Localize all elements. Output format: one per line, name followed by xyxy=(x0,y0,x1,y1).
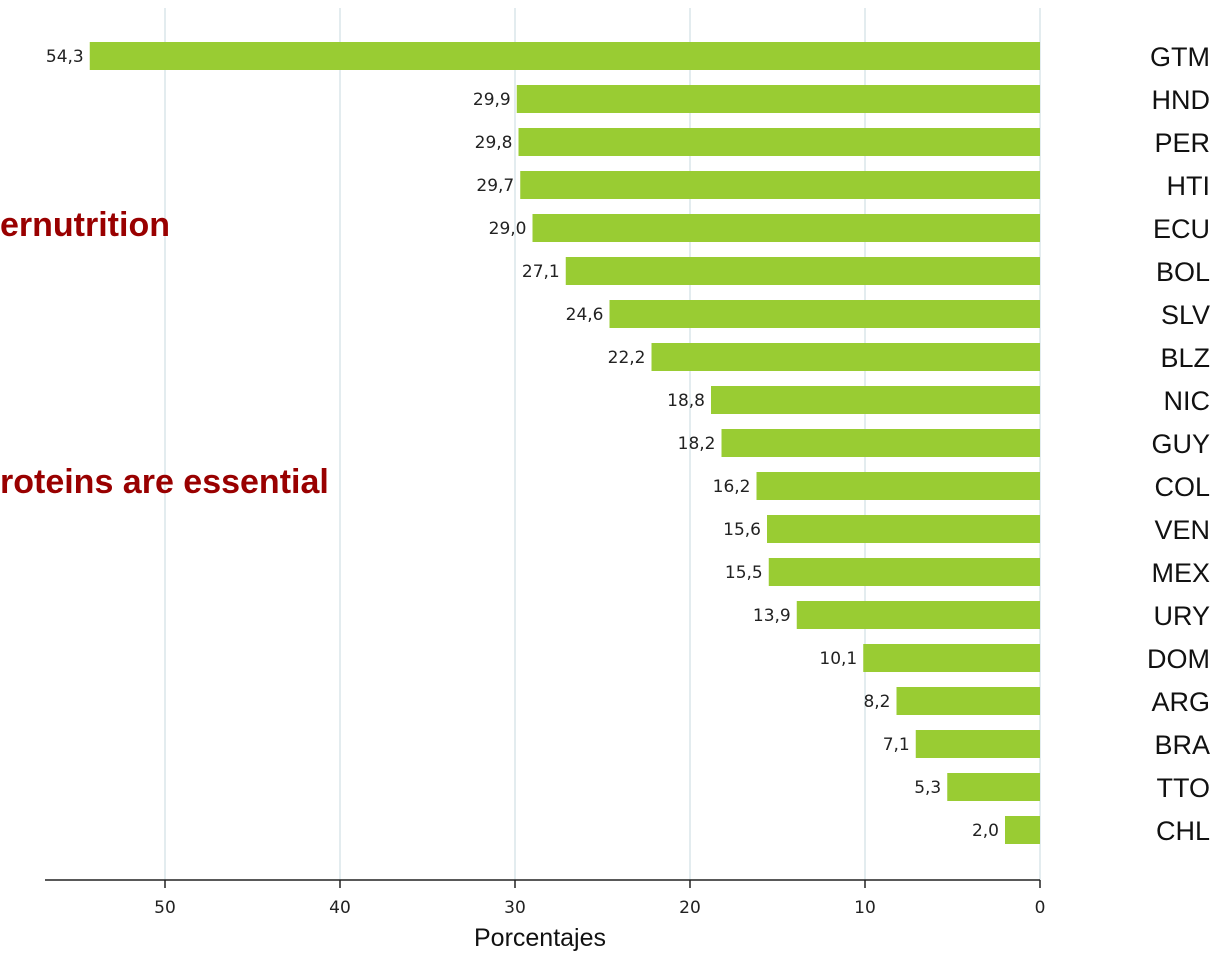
x-axis-label: Porcentajes xyxy=(474,924,606,952)
category-label-hti: HTI xyxy=(1167,171,1211,201)
value-label-guy: 18,2 xyxy=(678,434,716,454)
value-label-ecu: 29,0 xyxy=(489,219,527,239)
bar-gtm xyxy=(89,42,1040,70)
value-label-hti: 29,7 xyxy=(476,176,514,196)
bar-hnd xyxy=(516,85,1040,113)
category-label-bol: BOL xyxy=(1156,257,1210,287)
bar-guy xyxy=(721,429,1040,457)
value-label-nic: 18,8 xyxy=(667,391,705,411)
bar-arg xyxy=(896,687,1040,715)
bar-dom xyxy=(863,644,1040,672)
value-label-ven: 15,6 xyxy=(723,520,761,540)
bar-tto xyxy=(947,773,1040,801)
category-label-arg: ARG xyxy=(1151,687,1210,717)
bar-per xyxy=(518,128,1040,156)
value-label-arg: 8,2 xyxy=(863,692,890,712)
category-label-ecu: ECU xyxy=(1153,214,1210,244)
bar-col xyxy=(756,472,1040,500)
category-label-blz: BLZ xyxy=(1160,343,1210,373)
category-label-dom: DOM xyxy=(1147,644,1210,674)
value-label-bra: 7,1 xyxy=(883,735,910,755)
value-label-blz: 22,2 xyxy=(608,348,646,368)
bar-bol xyxy=(565,257,1040,285)
category-label-nic: NIC xyxy=(1164,386,1211,416)
category-label-guy: GUY xyxy=(1151,429,1210,459)
overlay-text-undernutrition: ernutrition xyxy=(0,206,170,244)
value-label-tto: 5,3 xyxy=(914,778,941,798)
value-label-gtm: 54,3 xyxy=(46,47,84,67)
category-label-ury: URY xyxy=(1153,601,1210,631)
bar-nic xyxy=(711,386,1040,414)
value-label-col: 16,2 xyxy=(713,477,751,497)
category-label-per: PER xyxy=(1154,128,1210,158)
tick-label-0: 0 xyxy=(1035,898,1046,918)
value-label-hnd: 29,9 xyxy=(473,90,511,110)
bar-ecu xyxy=(532,214,1040,242)
x-axis: 50 40 30 20 10 0 xyxy=(45,879,1046,918)
bar-bra xyxy=(915,730,1040,758)
category-label-bra: BRA xyxy=(1154,730,1210,760)
bar-chl xyxy=(1005,816,1040,844)
tick-label-40: 40 xyxy=(329,898,351,918)
tick-label-10: 10 xyxy=(854,898,876,918)
bar-mex xyxy=(768,558,1040,586)
category-label-tto: TTO xyxy=(1157,773,1211,803)
bar-ven xyxy=(767,515,1040,543)
overlay-text-proteins: roteins are essential xyxy=(0,463,329,501)
value-label-slv: 24,6 xyxy=(566,305,604,325)
value-label-bol: 27,1 xyxy=(522,262,560,282)
category-label-hnd: HND xyxy=(1152,85,1211,115)
bar-hti xyxy=(520,171,1040,199)
category-label-col: COL xyxy=(1154,472,1210,502)
value-label-chl: 2,0 xyxy=(972,821,999,841)
category-label-mex: MEX xyxy=(1151,558,1210,588)
value-label-per: 29,8 xyxy=(475,133,513,153)
value-label-dom: 10,1 xyxy=(819,649,857,669)
value-label-ury: 13,9 xyxy=(753,606,791,626)
bar-blz xyxy=(651,343,1040,371)
value-label-mex: 15,5 xyxy=(725,563,763,583)
category-label-ven: VEN xyxy=(1154,515,1210,545)
tick-label-30: 30 xyxy=(504,898,526,918)
bar-layer: 54,3 GTM 29,9 HND 29,8 PER 29,7 HTI 29,0 ECU 27,1 B… xyxy=(46,42,1210,846)
bar-ury xyxy=(796,601,1040,629)
tick-label-20: 20 xyxy=(679,898,701,918)
category-label-gtm: GTM xyxy=(1150,42,1210,72)
bar-slv xyxy=(609,300,1040,328)
category-label-slv: SLV xyxy=(1161,300,1210,330)
tick-label-50: 50 xyxy=(154,898,176,918)
category-label-chl: CHL xyxy=(1156,816,1210,846)
